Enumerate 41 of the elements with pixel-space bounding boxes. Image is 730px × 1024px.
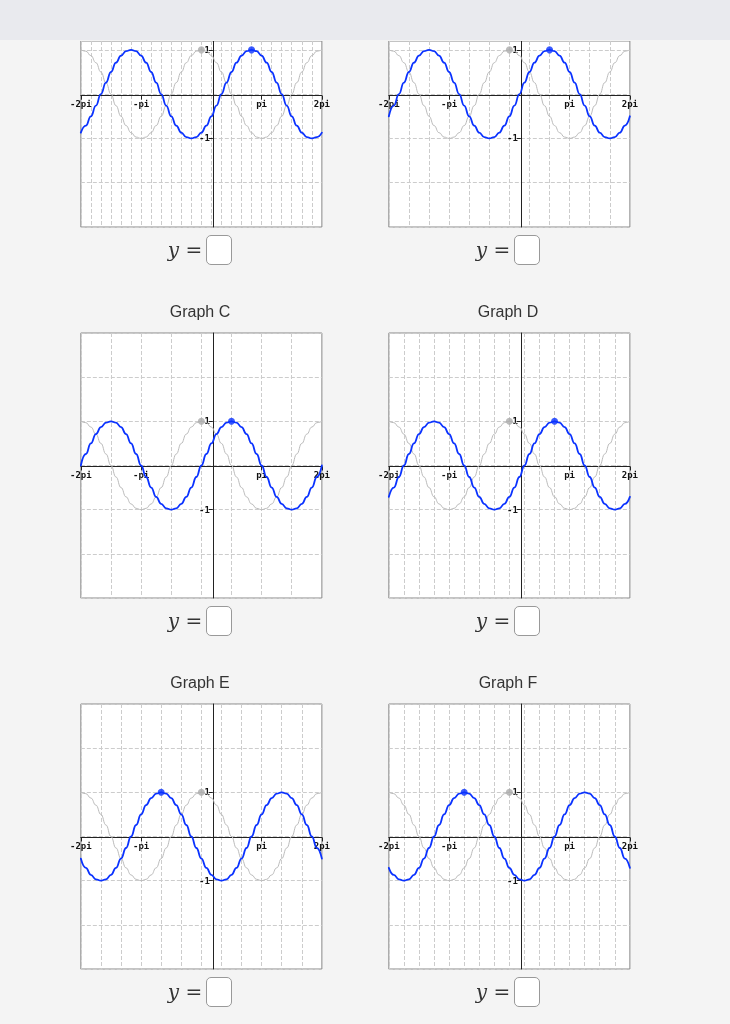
- y-tick-label: -1: [506, 504, 518, 515]
- text: y =: [475, 609, 511, 633]
- text: y =: [167, 980, 203, 1004]
- y-tick-label: -1: [198, 875, 210, 886]
- x-tick-label: -2pi: [69, 841, 93, 851]
- x-tick-label: pi: [564, 841, 576, 851]
- x-tick-label: -pi: [440, 470, 458, 480]
- text: y =: [475, 238, 511, 262]
- y-tick-label: 1: [512, 787, 518, 798]
- chart-title: Graph F: [478, 673, 538, 691]
- chart-title: Graph D: [477, 302, 539, 320]
- y-tick-label: 1: [204, 45, 210, 56]
- x-tick-label: pi: [564, 470, 576, 480]
- x-tick-label: -2pi: [377, 841, 401, 851]
- x-tick-label: -2pi: [377, 470, 401, 480]
- chart-title: Graph C: [169, 302, 231, 320]
- x-tick-label: 2pi: [313, 99, 331, 110]
- chart-title: Graph E: [170, 673, 230, 691]
- x-tick-label: -pi: [132, 99, 150, 110]
- y-tick-label: 1: [512, 45, 518, 56]
- x-tick-label: -pi: [440, 841, 458, 851]
- x-tick-label: -pi: [440, 99, 458, 110]
- x-tick-label: -2pi: [69, 99, 93, 110]
- x-tick-label: pi: [564, 99, 576, 110]
- y-tick-label: 1: [204, 787, 210, 798]
- x-tick-label: 2pi: [621, 841, 639, 851]
- text: y =: [167, 238, 203, 262]
- y-tick-label: -1: [198, 504, 210, 515]
- x-tick-label: pi: [256, 841, 268, 851]
- x-tick-label: -2pi: [69, 470, 93, 480]
- y-tick-label: 1: [204, 416, 210, 427]
- x-tick-label: -pi: [132, 841, 150, 851]
- x-tick-label: 2pi: [621, 99, 639, 110]
- x-tick-label: 2pi: [621, 470, 639, 480]
- x-tick-label: pi: [256, 99, 268, 110]
- text: y =: [475, 980, 511, 1004]
- y-tick-label: 1: [512, 416, 518, 427]
- y-tick-label: -1: [198, 133, 210, 144]
- text: y =: [167, 609, 203, 633]
- y-tick-label: -1: [506, 875, 518, 886]
- y-tick-label: -1: [506, 133, 518, 144]
